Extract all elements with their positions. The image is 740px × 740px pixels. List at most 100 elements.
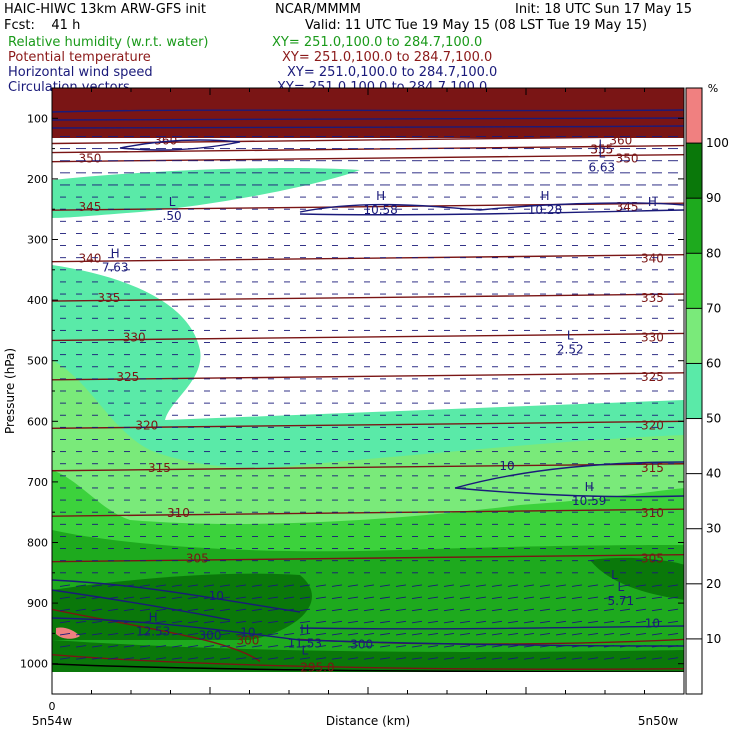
- vector-1548: [491, 608, 503, 612]
- vector-1683: [155, 657, 167, 660]
- theta-label-360-0: 360: [154, 134, 177, 148]
- vector-1453: [219, 584, 231, 587]
- colorbar-label-10: 10: [706, 632, 721, 646]
- vector-1496: [283, 596, 295, 599]
- vector-1566: [155, 620, 167, 624]
- vector-1599: [59, 632, 71, 636]
- vector-1529: [187, 608, 199, 612]
- vector-1631: [571, 632, 583, 636]
- vector-1696: [363, 657, 375, 660]
- y-tick-label-800: 800: [27, 537, 48, 550]
- vector-1682: [139, 657, 151, 660]
- theta-label-325-1: 325: [641, 370, 664, 384]
- colorbar-label-100: 100: [706, 136, 729, 150]
- vector-1486: [123, 596, 135, 599]
- vector-1585: [459, 620, 471, 624]
- annotation-17: H: [648, 195, 657, 209]
- vector-1700: [427, 657, 439, 660]
- annotation-0: H: [376, 189, 385, 203]
- vector-1689: [251, 657, 263, 660]
- theta-label-325-0: 325: [116, 370, 139, 384]
- vector-1581: [395, 620, 407, 624]
- vector-1647: [203, 645, 215, 648]
- vector-1514: [571, 596, 583, 599]
- vector-1503: [395, 596, 407, 599]
- vector-1478: [619, 584, 631, 587]
- colorbar-band-90: [686, 143, 702, 199]
- vector-1687: [219, 657, 231, 660]
- vector-1672: [603, 645, 615, 648]
- vector-1590: [539, 620, 551, 624]
- vector-1616: [331, 632, 343, 636]
- wind-speed-contours: [52, 109, 684, 647]
- vector-1449: [155, 584, 167, 587]
- theta-label-300-0: 300: [236, 633, 259, 647]
- vector-1505: [427, 596, 439, 599]
- vector-1459: [315, 584, 327, 587]
- annotation-3: L: [598, 147, 605, 161]
- vector-1506: [443, 596, 455, 599]
- vector-1701: [443, 657, 455, 660]
- terrain-line: [52, 663, 684, 673]
- vector-1600: [75, 632, 87, 636]
- vector-1668: [539, 645, 551, 648]
- vector-1677: [59, 657, 71, 660]
- vector-1709: [571, 657, 583, 660]
- theta-label-350-0: 350: [78, 152, 101, 166]
- rh-region-5: [52, 573, 312, 640]
- annotation-value-3: 6.63: [588, 161, 615, 175]
- vector-1608: [203, 632, 215, 636]
- forecast-hour: Fcst: 41 h: [4, 18, 81, 33]
- vector-1657: [363, 645, 375, 648]
- vector-1601: [91, 632, 103, 636]
- vector-1469: [475, 584, 487, 587]
- vector-1669: [555, 645, 567, 648]
- vector-1708: [555, 657, 567, 660]
- wind-contour-3: [299, 202, 684, 213]
- vector-1550: [523, 608, 535, 612]
- vector-1653: [299, 645, 311, 648]
- vector-1650: [251, 645, 263, 648]
- colorbar-label-90: 90: [706, 191, 721, 205]
- vector-1671: [587, 645, 599, 648]
- vector-1489: [171, 596, 183, 599]
- vector-1502: [379, 596, 391, 599]
- vector-1617: [347, 632, 359, 636]
- vector-1567: [171, 620, 183, 624]
- vector-1680: [107, 657, 119, 660]
- vector-1558: [651, 608, 663, 612]
- annotation-16: 300: [350, 638, 373, 652]
- annotation-8: H: [149, 610, 158, 624]
- x-end-label-left: 5n54w: [32, 714, 73, 728]
- theta-label-295.0-0: 295.0: [300, 661, 334, 675]
- vector-1455: [251, 584, 263, 587]
- vector-1569: [203, 620, 215, 624]
- x-end-label-right: 5n50w: [638, 714, 679, 728]
- colorbar-band-100: [686, 88, 702, 144]
- vector-1658: [379, 645, 391, 648]
- vector-1551: [539, 608, 551, 612]
- vector-1477: [603, 584, 615, 587]
- vector-1612: [267, 632, 279, 636]
- vector-1556: [619, 608, 631, 612]
- x-axis: [51, 88, 685, 694]
- vector-1519: [651, 596, 663, 599]
- vector-1465: [411, 584, 423, 587]
- vector-1460: [331, 584, 343, 587]
- x-axis-label: Distance (km): [326, 714, 410, 728]
- vector-1448: [139, 584, 151, 587]
- vector-1542: [395, 608, 407, 612]
- vector-1660: [411, 645, 423, 648]
- vector-1666: [507, 645, 519, 648]
- vector-1665: [491, 645, 503, 648]
- wind-annotations: H10.58H10.28L.50L6.63H7.63L2.52H10.59L5.…: [102, 138, 660, 658]
- vector-1573: [267, 620, 279, 624]
- vector-1571: [235, 620, 247, 624]
- vector-1635: [635, 632, 647, 636]
- vector-1681: [123, 657, 135, 660]
- x-tick-origin: 0: [49, 700, 56, 713]
- vector-1565: [139, 620, 151, 624]
- annotation-1: H: [540, 189, 549, 203]
- vector-1643: [139, 645, 151, 648]
